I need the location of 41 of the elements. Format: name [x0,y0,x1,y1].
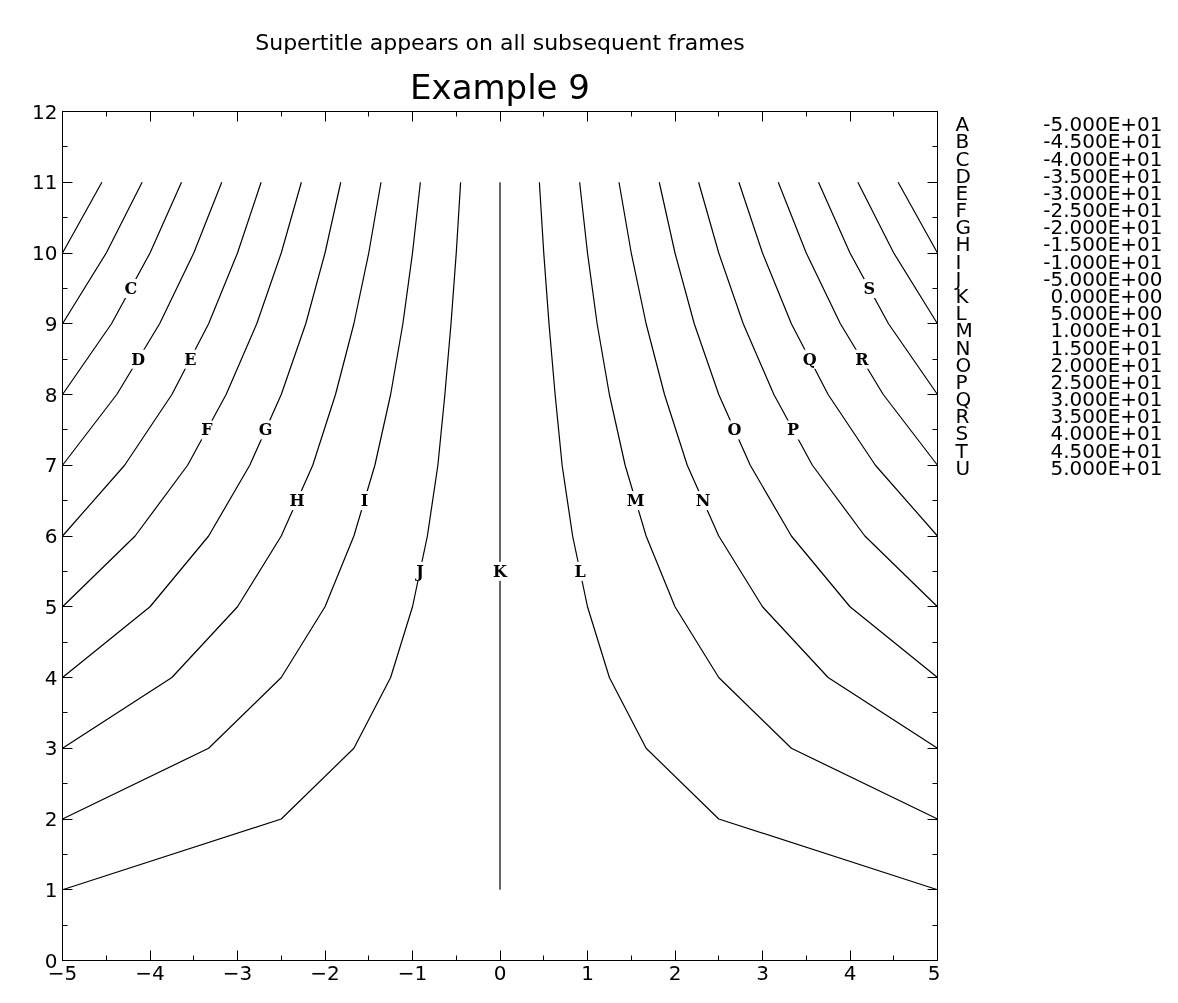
x-tick-label: −3 [222,960,253,985]
series-label: L [574,561,586,581]
series-label: P [787,420,800,440]
chart-title: Example 9 [410,66,590,107]
x-tick-label: −2 [310,960,340,985]
y-tick-label: 2 [44,807,58,831]
y-tick-label: 1 [44,877,58,902]
y-tick-label: 3 [44,736,58,761]
chart-subtitle: Supertitle appears on all subsequent frames [255,29,745,55]
series-label: G [258,420,273,440]
series-label: O [727,420,742,440]
y-tick-label: 5 [44,594,58,619]
x-tick-label: 2 [668,960,682,985]
y-tick-label: 9 [44,311,58,336]
x-tick-label: 3 [756,960,769,985]
series-label: M [626,491,645,511]
series-label: H [289,491,305,511]
y-tick-label: 4 [44,665,58,690]
x-tick-label: 0 [493,960,507,985]
series-label: K [493,561,509,581]
x-tick-label: 4 [843,960,857,985]
series-label: R [855,349,870,369]
y-tick-label: 6 [44,524,58,548]
series-label: F [201,420,214,440]
x-tick-label: 1 [581,960,594,985]
series-label: I [360,491,369,511]
y-tick-label: 10 [32,241,58,265]
series-label: N [695,491,711,511]
x-tick-label: −4 [135,960,165,985]
series-label: J [414,561,424,581]
y-tick-label: 11 [32,170,58,195]
series-label: D [131,349,146,369]
series-label: E [184,349,197,369]
y-tick-label: 8 [44,382,58,407]
series-label: Q [802,349,817,369]
series-label: C [124,278,138,298]
x-tick-label: 5 [927,960,941,985]
y-tick-label: 7 [44,453,58,478]
x-tick-label: −1 [397,960,428,985]
series-label: S [863,278,876,298]
y-tick-label: 12 [32,99,58,124]
